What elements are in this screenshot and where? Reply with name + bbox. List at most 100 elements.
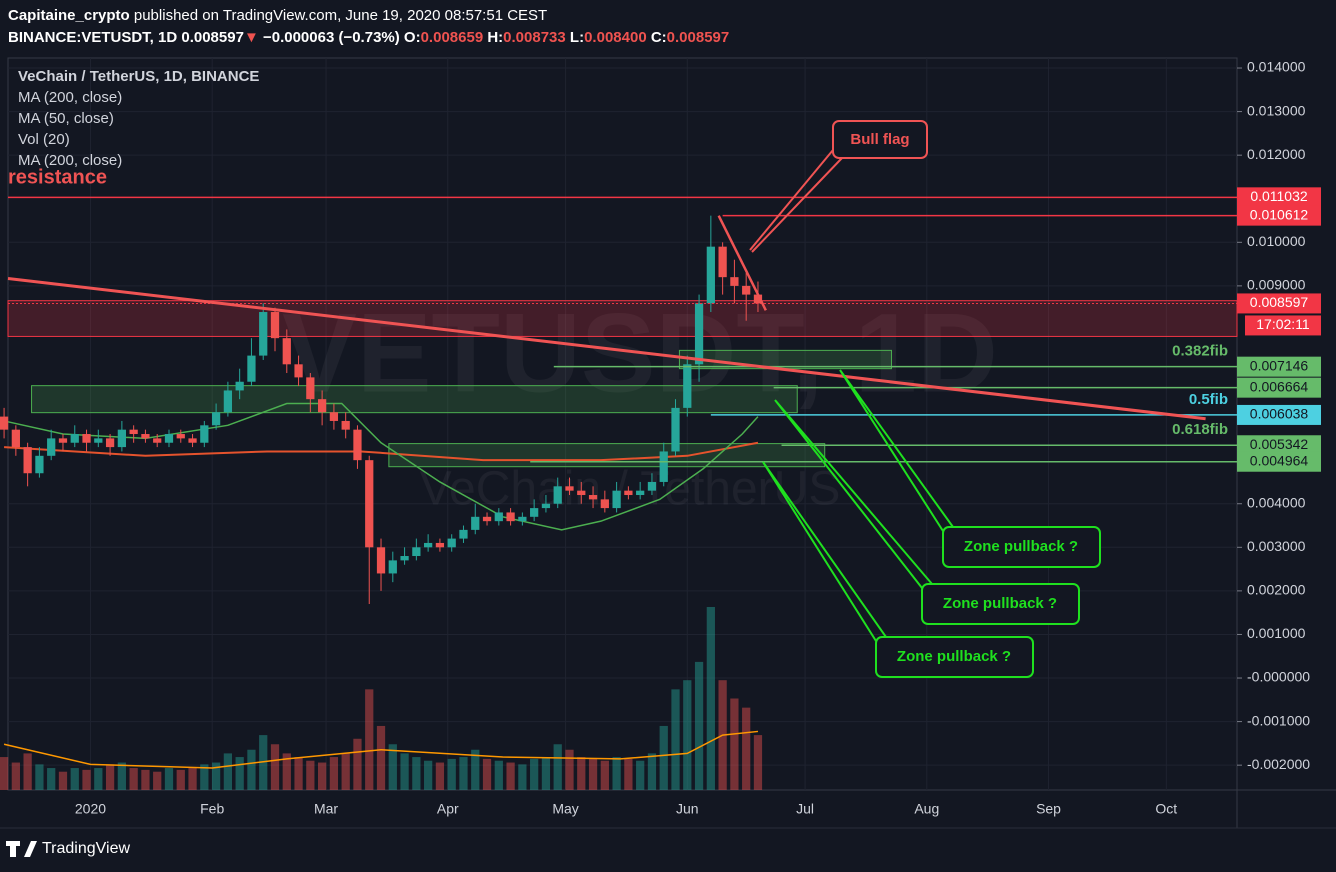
volume-bar (624, 758, 633, 790)
volume-bar (176, 769, 185, 790)
close: 0.008597 (666, 29, 730, 46)
candle-body (341, 420, 350, 430)
candle-body (694, 303, 704, 365)
legend-entry: MA (200, close) (18, 152, 122, 169)
level-label-box (1237, 187, 1321, 208)
volume-bar (200, 764, 209, 790)
o-label: O: (403, 29, 421, 46)
volume-bar (482, 758, 492, 790)
candle-body (353, 429, 362, 461)
x-tick-label: Aug (914, 801, 939, 817)
fib-tag: 0.5fib (1189, 391, 1228, 408)
candle-body (447, 538, 456, 548)
candle-body (730, 277, 739, 286)
level-label: 0.005342 (1250, 436, 1309, 452)
volume-bar (447, 758, 456, 790)
x-tick-label: Apr (437, 801, 459, 817)
candle-body (0, 416, 9, 430)
candle-body (494, 512, 503, 522)
candle-body (435, 542, 445, 548)
header-line: BINANCE:VETUSDT, 1D 0.008597 ▼ −0.000063 … (8, 29, 729, 46)
volume-bar (306, 760, 315, 790)
volume-bar (211, 762, 221, 790)
volume-bar (742, 707, 751, 790)
volume-ma (3, 730, 759, 769)
candle-body (659, 451, 668, 482)
candle-body (718, 246, 727, 278)
annotations: Bull flag Zone pullback ? Zone pullback ? Z… (8, 68, 1101, 678)
candle-body (588, 495, 598, 500)
volume-bar (47, 768, 56, 790)
x-tick-label: May (552, 801, 578, 817)
volume-bar (94, 768, 103, 790)
y-tick-label: 0.001000 (1247, 625, 1306, 641)
author: Capitaine_crypto (8, 7, 130, 24)
volume-bar (0, 757, 9, 790)
candle-body (141, 434, 150, 439)
candle-body (306, 377, 315, 400)
volume-bar (730, 698, 739, 790)
volume-bar (647, 753, 657, 790)
candle-body (47, 438, 56, 456)
candle-body (153, 438, 162, 443)
candle-body (647, 481, 657, 491)
volume-bar (600, 760, 609, 790)
callout-line (839, 369, 954, 532)
level-label-box (1237, 377, 1321, 398)
candle-body (553, 486, 562, 504)
level-label: 0.006664 (1250, 378, 1309, 394)
candle-body (58, 438, 68, 443)
volume-bar (141, 769, 150, 790)
candle-body (753, 294, 763, 304)
volume-bar (683, 680, 692, 790)
volume-bar (365, 689, 374, 790)
volume-bar (164, 768, 174, 790)
volume-bar (518, 764, 527, 790)
y-tick-label: -0.000000 (1247, 669, 1310, 685)
arrow: ▼ (243, 29, 259, 46)
volume-bar (70, 768, 79, 790)
volume-bar (282, 753, 291, 790)
zone (388, 443, 826, 468)
brand[interactable]: TradingView (42, 840, 130, 857)
y-tick-label: 0.009000 (1247, 277, 1306, 293)
volume-bar (577, 757, 586, 790)
candle-body (329, 412, 339, 421)
y-tick-label: 0.013000 (1247, 102, 1306, 118)
candle-body (742, 285, 751, 295)
h-label: H: (487, 29, 504, 46)
change: −0.000063 (−0.73%) (262, 29, 400, 46)
y-tick-label: 0.014000 (1247, 59, 1306, 75)
volume-bar (553, 744, 562, 790)
volume-bar (588, 758, 598, 790)
candle-body (636, 490, 645, 496)
x-tick-label: Feb (200, 801, 224, 817)
candle-body (94, 438, 103, 443)
candle-body (600, 499, 609, 509)
symbol: BINANCE:VETUSDT, 1D (8, 29, 178, 46)
c-label: C: (650, 29, 667, 46)
volume-bar (223, 753, 233, 790)
legend-entry: Vol (20) (18, 131, 70, 148)
callout-line (749, 149, 834, 251)
open: 0.008659 (420, 29, 484, 46)
x-tick-label: Sep (1036, 801, 1061, 817)
volume-bar (58, 771, 68, 790)
candle-body (683, 364, 692, 408)
volume-bar (494, 760, 503, 790)
callout-text: Bull flag (850, 131, 909, 148)
candle-body (400, 556, 409, 561)
candle-body (530, 508, 539, 517)
volume-bar (341, 753, 350, 790)
candle-body (176, 434, 185, 439)
level-label: 0.008597 (1250, 294, 1309, 310)
countdown-box (1245, 315, 1321, 336)
legend-entry: MA (50, close) (18, 110, 114, 127)
volume-bar (565, 749, 574, 790)
plot-frame (7, 57, 1238, 791)
volume-bar (235, 757, 244, 790)
level-label: 0.010612 (1250, 206, 1309, 222)
volume-bar (294, 757, 303, 790)
candle-body (518, 516, 527, 522)
logo[interactable] (6, 841, 37, 857)
